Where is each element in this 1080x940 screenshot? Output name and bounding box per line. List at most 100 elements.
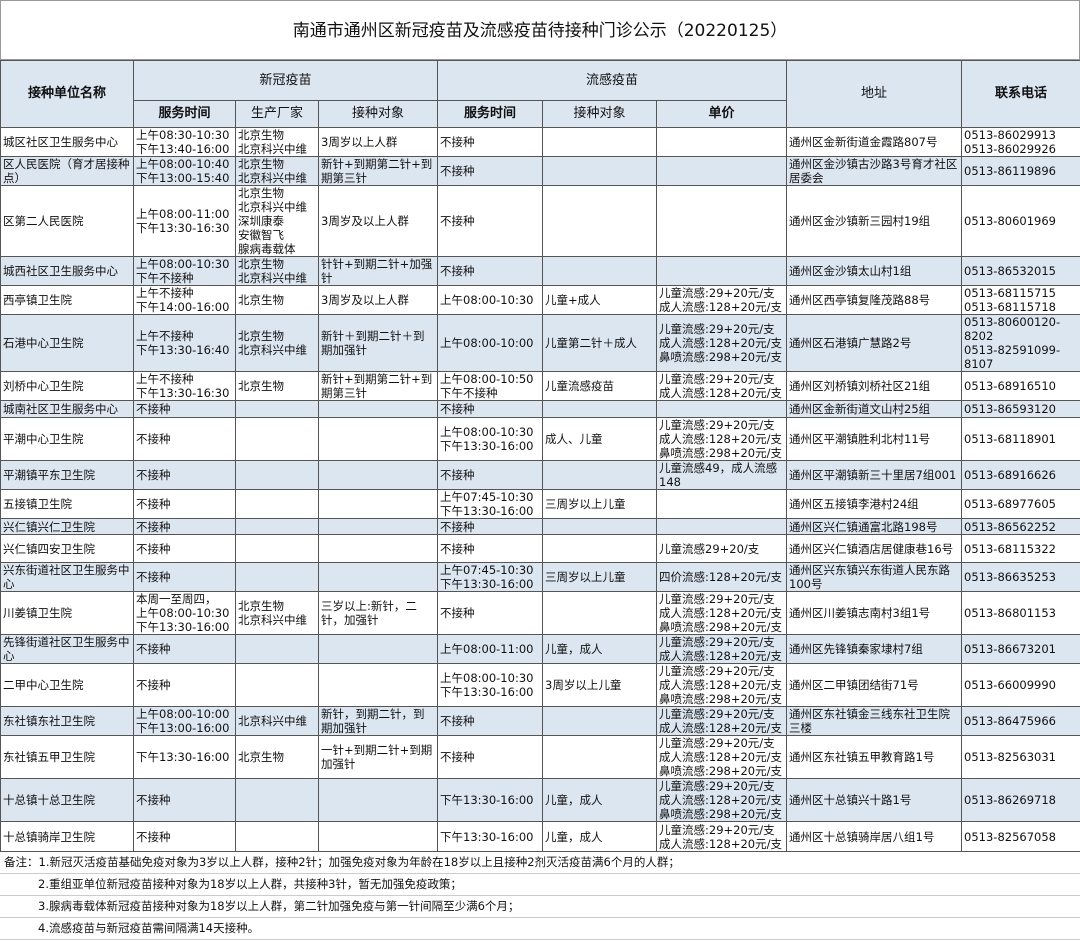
cell-covid-target: 针针+到期二针+加强针 — [319, 257, 438, 286]
cell-address: 通州区平潮镇胜利北村11号 — [787, 418, 962, 461]
cell-price: 儿童流感:29+20元/支 成人流感:128+20元/支 鼻喷流感:298+20… — [657, 418, 787, 461]
cell-price — [657, 186, 787, 257]
cell-covid-time: 不接种 — [134, 401, 236, 418]
header-maker: 生产厂家 — [236, 101, 319, 128]
cell-maker — [236, 822, 319, 852]
cell-covid-time: 上午08:00-10:30 下午不接种 — [134, 257, 236, 286]
cell-flu-target: 儿童，成人 — [543, 822, 657, 852]
cell-price: 儿童流感:29+20元/支 成人流感:128+20元/支 鼻喷流感:298+20… — [657, 736, 787, 779]
cell-phone: 0513-86029913 0513-86029926 — [962, 128, 1080, 157]
cell-flu-time: 不接种 — [438, 157, 543, 186]
cell-maker: 北京生物 — [236, 372, 319, 401]
cell-address: 通州区刘桥镇刘桥社区21组 — [787, 372, 962, 401]
cell-maker: 北京科兴中维 — [236, 707, 319, 736]
cell-flu-target: 3周岁以上儿童 — [543, 664, 657, 707]
cell-phone: 0513-68115322 — [962, 535, 1080, 563]
cell-address: 通州区川姜镇志南村3组1号 — [787, 592, 962, 635]
cell-maker — [236, 635, 319, 664]
note-item: 2.重组亚单位新冠疫苗接种对象为18岁以上人群，共接种3针，暂无加强免疫政策； — [0, 874, 1080, 896]
cell-unit-name: 西亭镇卫生院 — [1, 286, 134, 315]
note-item: 4.流感疫苗与新冠疫苗需间隔满14天接种。 — [0, 918, 1080, 940]
cell-price: 儿童流感:29+20元/支 成人流感:128+20元/支 — [657, 822, 787, 852]
cell-address: 通州区金沙镇太山村1组 — [787, 257, 962, 286]
cell-covid-target — [319, 779, 438, 822]
cell-unit-name: 十总镇十总卫生院 — [1, 779, 134, 822]
cell-flu-target — [543, 535, 657, 563]
cell-flu-time: 不接种 — [438, 401, 543, 418]
cell-flu-target: 儿童+成人 — [543, 286, 657, 315]
cell-flu-time: 下午13:30-16:00 — [438, 779, 543, 822]
cell-unit-name: 区人民医院（育才居接种点） — [1, 157, 134, 186]
header-covid-time: 服务时间 — [134, 101, 236, 128]
cell-flu-time: 上午08:00-10:50 下午不接种 — [438, 372, 543, 401]
cell-maker: 北京生物 北京科兴中维 — [236, 157, 319, 186]
cell-unit-name: 城南社区卫生服务中心 — [1, 401, 134, 418]
cell-flu-target — [543, 401, 657, 418]
cell-phone: 0513-68916626 — [962, 461, 1080, 490]
cell-price: 儿童流感49，成人流感148 — [657, 461, 787, 490]
cell-covid-target: 新针+到期第二针+到期第三针 — [319, 372, 438, 401]
cell-address: 通州区石港镇广慧路2号 — [787, 315, 962, 372]
clinic-table: 接种单位名称 新冠疫苗 流感疫苗 地址 联系电话 服务时间 生产厂家 接种对象 … — [0, 60, 1080, 852]
cell-flu-target — [543, 157, 657, 186]
cell-maker — [236, 535, 319, 563]
cell-flu-time: 上午08:00-10:30 下午13:30-16:00 — [438, 664, 543, 707]
cell-unit-name: 兴东街道社区卫生服务中心 — [1, 563, 134, 592]
cell-flu-target — [543, 461, 657, 490]
cell-address: 通州区西亭镇复隆茂路88号 — [787, 286, 962, 315]
cell-flu-target: 成人、儿童 — [543, 418, 657, 461]
cell-phone: 0513-86119896 — [962, 157, 1080, 186]
table-row: 兴仁镇四安卫生院不接种不接种儿童流感29+20/支通州区兴仁镇酒店居健康巷16号… — [1, 535, 1080, 563]
cell-phone: 0513-86801153 — [962, 592, 1080, 635]
cell-covid-time: 上午08:30-10:30 下午13:40-16:00 — [134, 128, 236, 157]
cell-covid-time: 上午不接种 下午14:00-16:00 — [134, 286, 236, 315]
cell-price — [657, 490, 787, 519]
cell-covid-target: 新针，到期二针，到期加强针 — [319, 707, 438, 736]
cell-flu-target — [543, 736, 657, 779]
cell-maker — [236, 664, 319, 707]
cell-phone: 0513-86532015 — [962, 257, 1080, 286]
cell-covid-target — [319, 461, 438, 490]
cell-covid-time: 不接种 — [134, 635, 236, 664]
cell-price: 四价流感:128+20元/支 — [657, 563, 787, 592]
cell-flu-time: 不接种 — [438, 592, 543, 635]
cell-covid-time: 不接种 — [134, 519, 236, 535]
cell-unit-name: 川姜镇卫生院 — [1, 592, 134, 635]
cell-unit-name: 平潮镇平东卫生院 — [1, 461, 134, 490]
cell-address: 通州区兴东镇兴东街道人民东路100号 — [787, 563, 962, 592]
cell-flu-time: 不接种 — [438, 257, 543, 286]
cell-unit-name: 兴仁镇四安卫生院 — [1, 535, 134, 563]
cell-price: 儿童流感29+20/支 — [657, 535, 787, 563]
cell-flu-time: 上午08:00-11:00 — [438, 635, 543, 664]
cell-covid-target — [319, 664, 438, 707]
cell-flu-time: 下午13:30-16:00 — [438, 822, 543, 852]
cell-flu-time: 上午08:00-10:30 下午13:30-16:00 — [438, 418, 543, 461]
cell-covid-target: 三岁以上:新针，二针，加强针 — [319, 592, 438, 635]
cell-maker: 北京生物 — [236, 286, 319, 315]
cell-phone: 0513-82563031 — [962, 736, 1080, 779]
table-row: 区人民医院（育才居接种点）上午08:00-10:40 下午13:00-15:40… — [1, 157, 1080, 186]
cell-unit-name: 城西社区卫生服务中心 — [1, 257, 134, 286]
cell-price — [657, 401, 787, 418]
cell-price — [657, 519, 787, 535]
cell-phone: 0513-68115715 0513-68115718 — [962, 286, 1080, 315]
cell-maker — [236, 490, 319, 519]
cell-price: 儿童流感:29+20元/支 成人流感:128+20元/支 鼻喷流感:298+20… — [657, 592, 787, 635]
cell-maker: 北京生物 北京科兴中维 深圳康泰 安徽智飞 腺病毒载体 — [236, 186, 319, 257]
cell-maker: 北京生物 北京科兴中维 — [236, 592, 319, 635]
cell-covid-time: 不接种 — [134, 461, 236, 490]
table-row: 川姜镇卫生院本周一至周四， 上午08:00-10:30 下午13:30-16:0… — [1, 592, 1080, 635]
cell-phone: 0513-86635253 — [962, 563, 1080, 592]
cell-covid-target — [319, 490, 438, 519]
cell-flu-time: 不接种 — [438, 186, 543, 257]
cell-unit-name: 平潮中心卫生院 — [1, 418, 134, 461]
cell-phone: 0513-86562252 — [962, 519, 1080, 535]
cell-flu-target: 三周岁以上儿童 — [543, 490, 657, 519]
cell-address: 通州区兴仁镇通富北路198号 — [787, 519, 962, 535]
cell-price — [657, 257, 787, 286]
header-unit: 接种单位名称 — [1, 61, 134, 128]
